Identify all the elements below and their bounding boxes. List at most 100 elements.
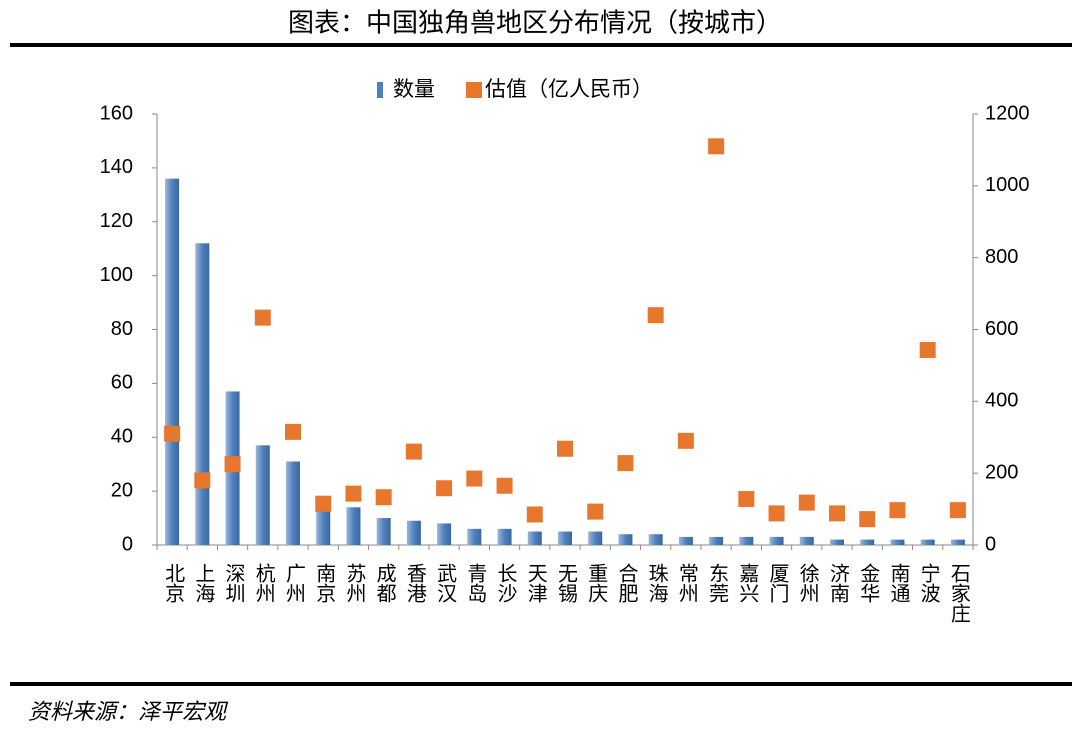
x-tick-label: 青岛 bbox=[464, 563, 488, 603]
bar bbox=[376, 518, 391, 545]
x-tick-label: 南京 bbox=[313, 563, 337, 603]
y-tick-label: 60 bbox=[111, 372, 133, 394]
bar bbox=[588, 531, 603, 545]
bar bbox=[920, 539, 935, 545]
point bbox=[436, 480, 453, 497]
bar bbox=[255, 445, 270, 545]
y2-tick-label: 400 bbox=[985, 390, 1018, 412]
point bbox=[587, 503, 604, 520]
point bbox=[254, 309, 271, 326]
x-tick-label: 济南 bbox=[827, 563, 851, 603]
x-tick-label: 长沙 bbox=[494, 563, 518, 603]
point bbox=[345, 485, 362, 502]
point bbox=[919, 341, 936, 358]
y2-tick-label: 600 bbox=[985, 318, 1018, 340]
point bbox=[375, 489, 392, 506]
bar bbox=[799, 536, 814, 545]
point bbox=[859, 511, 876, 528]
y-tick-label: 20 bbox=[111, 479, 133, 501]
legend-swatch bbox=[377, 82, 383, 98]
bar bbox=[467, 528, 482, 545]
source-rule bbox=[10, 682, 1072, 686]
legend-swatch bbox=[466, 82, 482, 98]
point bbox=[496, 477, 513, 494]
point bbox=[708, 138, 725, 155]
x-tick-label: 合肥 bbox=[615, 563, 639, 603]
x-tick-label: 武汉 bbox=[434, 563, 458, 603]
x-tick-label: 厦门 bbox=[766, 563, 790, 603]
x-tick-label: 北京 bbox=[162, 563, 186, 603]
bar bbox=[527, 531, 542, 545]
x-tick-label: 深圳 bbox=[222, 563, 246, 603]
x-tick-label: 常州 bbox=[675, 563, 699, 603]
x-tick-label: 天津 bbox=[524, 563, 548, 603]
bar bbox=[165, 178, 180, 545]
point bbox=[526, 506, 543, 523]
x-tick-label: 东莞 bbox=[706, 563, 730, 603]
bar bbox=[860, 539, 875, 545]
point bbox=[829, 505, 845, 522]
x-tick-label: 石家庄 bbox=[947, 563, 971, 623]
y-tick-label: 0 bbox=[122, 533, 133, 555]
bar bbox=[346, 507, 361, 545]
point bbox=[466, 470, 483, 487]
bar bbox=[769, 536, 784, 545]
point bbox=[798, 494, 815, 511]
bar bbox=[648, 534, 663, 545]
y2-tick-label: 0 bbox=[985, 533, 996, 555]
y-tick-label: 140 bbox=[100, 156, 133, 178]
x-tick-label: 无锡 bbox=[555, 563, 579, 603]
point bbox=[164, 425, 181, 442]
y-tick-label: 120 bbox=[100, 210, 133, 232]
bar bbox=[497, 528, 512, 545]
bar bbox=[709, 536, 724, 545]
point bbox=[194, 472, 211, 489]
x-tick-label: 珠海 bbox=[645, 563, 669, 603]
point bbox=[285, 423, 301, 440]
y-tick-label: 80 bbox=[111, 318, 133, 340]
x-tick-label: 重庆 bbox=[585, 563, 609, 603]
x-tick-label: 广州 bbox=[283, 563, 307, 603]
bar bbox=[950, 539, 965, 545]
bar bbox=[739, 536, 754, 545]
x-tick-label: 嘉兴 bbox=[736, 563, 760, 603]
source: 资料来源：泽平宏观 bbox=[28, 700, 229, 725]
point bbox=[768, 505, 785, 522]
bar bbox=[406, 520, 421, 545]
point bbox=[889, 502, 906, 519]
bar bbox=[618, 534, 633, 545]
y2-tick-label: 200 bbox=[985, 461, 1018, 483]
point bbox=[315, 495, 332, 512]
y2-tick-label: 800 bbox=[985, 246, 1018, 268]
bar bbox=[558, 531, 572, 545]
bar bbox=[286, 461, 300, 545]
point bbox=[949, 502, 966, 519]
x-tick-label: 香港 bbox=[403, 563, 427, 603]
x-tick-label: 杭州 bbox=[252, 563, 276, 603]
y-tick-label: 40 bbox=[111, 426, 133, 448]
x-tick-label: 徐州 bbox=[796, 563, 820, 603]
point bbox=[617, 455, 634, 472]
point bbox=[557, 440, 573, 457]
legend-label: 数量 bbox=[393, 77, 435, 101]
point bbox=[738, 491, 755, 508]
legend-label: 估值（亿人民币） bbox=[485, 77, 653, 101]
x-tick-label: 上海 bbox=[192, 563, 216, 603]
bar bbox=[890, 539, 905, 545]
bar bbox=[830, 539, 844, 545]
point bbox=[405, 443, 422, 460]
y-tick-label: 160 bbox=[100, 102, 133, 124]
chart-title: 图表：中国独角兽地区分布情况（按城市） bbox=[288, 9, 782, 39]
x-tick-label: 宁波 bbox=[917, 563, 941, 603]
point bbox=[647, 307, 664, 324]
bar bbox=[437, 523, 452, 545]
y-tick-label: 100 bbox=[100, 264, 133, 286]
bar bbox=[195, 243, 210, 546]
y2-tick-label: 1000 bbox=[985, 174, 1030, 196]
x-tick-label: 苏州 bbox=[343, 563, 367, 603]
x-tick-label: 金华 bbox=[857, 563, 881, 603]
point bbox=[677, 432, 694, 449]
y2-tick-label: 1200 bbox=[985, 102, 1030, 124]
x-tick-label: 成都 bbox=[373, 563, 397, 603]
